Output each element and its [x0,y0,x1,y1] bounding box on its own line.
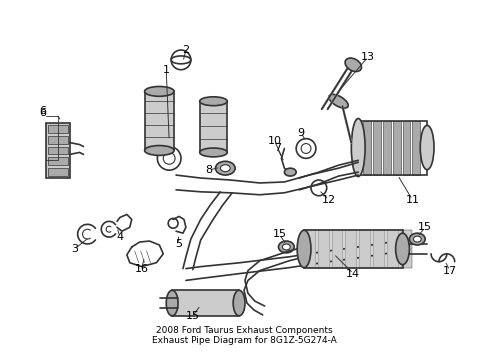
Bar [48,157,68,165]
Text: 13: 13 [360,52,374,62]
Ellipse shape [215,161,235,175]
Bar [172,290,239,316]
Text: 7: 7 [273,144,281,153]
Ellipse shape [199,148,227,157]
Bar [402,121,409,175]
Ellipse shape [196,300,204,306]
Bar [358,121,426,175]
Text: 10: 10 [267,136,281,145]
Bar [411,121,419,175]
Ellipse shape [419,125,433,170]
Ellipse shape [199,97,227,106]
Ellipse shape [192,297,208,309]
Ellipse shape [284,168,296,176]
Ellipse shape [220,165,230,172]
Bar [400,230,411,267]
Ellipse shape [350,118,365,176]
Bar [48,125,68,133]
Bar [304,230,315,267]
Text: 15: 15 [272,229,286,239]
Ellipse shape [166,290,178,316]
Bar [345,230,357,267]
Ellipse shape [328,94,347,108]
Ellipse shape [345,58,361,72]
Ellipse shape [297,230,310,267]
Text: 14: 14 [346,269,360,279]
Bar [144,91,174,150]
Text: 4: 4 [116,232,123,242]
Bar [382,121,390,175]
Bar [359,230,370,267]
Text: 3: 3 [71,244,78,254]
Ellipse shape [412,236,420,242]
Bar [392,121,400,175]
Bar [317,230,329,267]
Ellipse shape [408,233,424,245]
Text: 17: 17 [442,266,456,276]
Ellipse shape [282,244,290,250]
Text: 6: 6 [40,106,46,116]
Text: 8: 8 [204,165,212,175]
Text: 16: 16 [134,264,148,274]
Bar [386,230,398,267]
Text: 2008 Ford Taurus Exhaust Components
Exhaust Pipe Diagram for 8G1Z-5G274-A: 2008 Ford Taurus Exhaust Components Exha… [151,326,336,345]
Ellipse shape [144,86,174,96]
Bar [48,136,68,144]
Bar [372,121,380,175]
Ellipse shape [233,290,244,316]
Text: 6: 6 [40,108,46,118]
Ellipse shape [144,145,174,156]
Bar [304,230,402,267]
Bar [372,230,384,267]
Bar [48,168,68,176]
Bar [48,147,68,154]
Text: 5: 5 [175,239,182,249]
Text: 9: 9 [297,128,304,138]
Text: 2: 2 [182,45,189,55]
Text: 12: 12 [321,195,335,205]
Ellipse shape [395,233,408,265]
Text: 15: 15 [417,222,431,232]
Text: 15: 15 [185,311,200,321]
Text: 1: 1 [163,65,169,75]
Bar [199,101,227,152]
Bar [363,121,370,175]
Bar [331,230,343,267]
Bar [46,123,70,178]
Ellipse shape [278,241,294,253]
Text: 11: 11 [405,195,419,205]
